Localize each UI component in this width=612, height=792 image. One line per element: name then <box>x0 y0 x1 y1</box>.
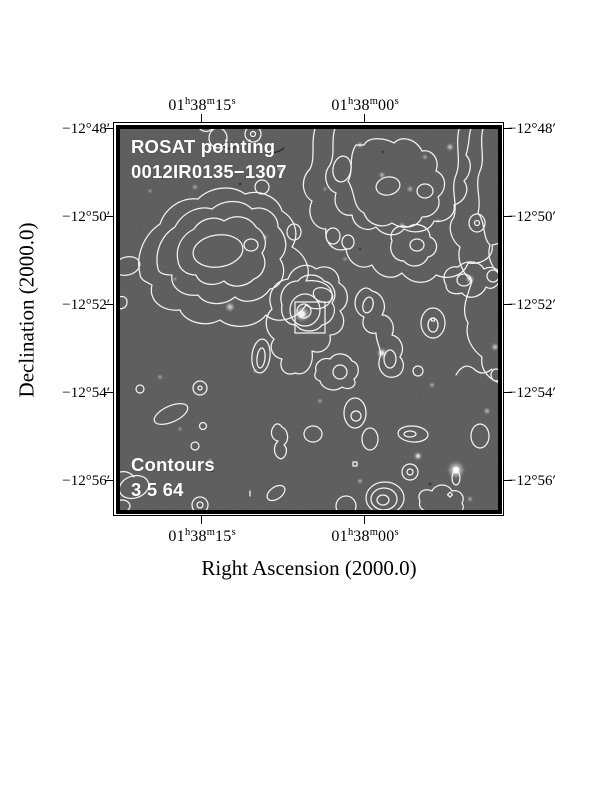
ra-tick-label-bottom: 01h38m15s <box>168 527 236 545</box>
tick-mark <box>504 480 512 482</box>
ra-tick-label-bottom: 01h38m00s <box>331 527 399 545</box>
contour-overlay <box>120 129 498 510</box>
image-annotation-contours: Contours 3 5 64 <box>131 452 215 502</box>
tick-mark <box>105 216 113 218</box>
annotation-line-rosat: ROSAT pointing <box>131 136 276 157</box>
dec-tick-label-left: −12°50′ <box>62 209 110 225</box>
dec-tick-label-right: −12°52′ <box>508 297 556 313</box>
x-axis-title: Right Ascension (2000.0) <box>201 556 417 580</box>
tick-mark <box>201 114 203 122</box>
tick-mark <box>105 304 113 306</box>
tick-mark <box>201 516 203 524</box>
dec-tick-label-right: −12°56′ <box>508 473 556 489</box>
dec-tick-label-right: −12°48′ <box>508 121 556 137</box>
dec-tick-label-right: −12°50′ <box>508 209 556 225</box>
dec-tick-label-left: −12°52′ <box>62 297 110 313</box>
ra-tick-label-top: 01h38m00s <box>331 96 399 114</box>
image-annotation-title: ROSAT pointing 0012IR0135−1307 <box>131 134 287 184</box>
tick-mark <box>504 304 512 306</box>
target-marker-box <box>294 301 326 334</box>
tick-mark <box>105 392 113 394</box>
y-axis-title: Declination (2000.0) <box>14 222 39 398</box>
tick-mark <box>364 516 366 524</box>
annotation-line-source-id: 0012IR0135−1307 <box>131 161 287 182</box>
annotation-line-levels: 3 5 64 <box>131 479 184 500</box>
dec-tick-label-right: −12°54′ <box>508 385 556 401</box>
tick-mark <box>105 480 113 482</box>
sky-image <box>120 129 498 510</box>
tick-mark <box>105 128 113 130</box>
dec-tick-label-left: −12°54′ <box>62 385 110 401</box>
star-field <box>147 141 498 503</box>
annotation-line-contours: Contours <box>131 454 215 475</box>
tick-mark <box>504 216 512 218</box>
image-border: ROSAT pointing 0012IR0135−1307 Contours … <box>116 125 502 514</box>
dec-tick-label-left: −12°56′ <box>62 473 110 489</box>
ra-tick-label-top: 01h38m15s <box>168 96 236 114</box>
dec-tick-label-left: −12°48′ <box>62 121 110 137</box>
tick-mark <box>504 128 512 130</box>
tick-mark <box>504 392 512 394</box>
tick-mark <box>364 114 366 122</box>
